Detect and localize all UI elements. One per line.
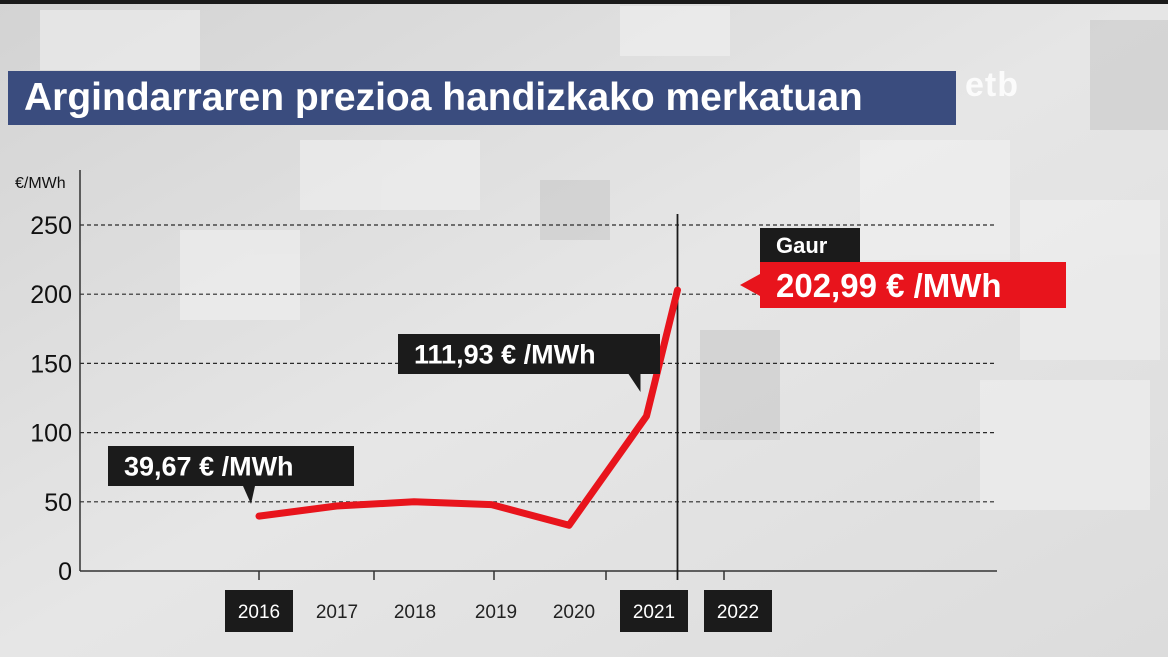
callout-box: [760, 262, 1066, 308]
x-label-highlight-2022: [704, 590, 772, 632]
callout-label: Gaur: [776, 233, 828, 258]
callout-pointer: [628, 374, 641, 392]
series-line-layer: [255, 286, 681, 529]
x-tick-label-2018: 2018: [394, 602, 436, 623]
x-tick-label-2017: 2017: [316, 602, 358, 623]
x-tick-label-2016: 2016: [238, 602, 280, 623]
y-tick-label: 150: [30, 350, 72, 378]
callout-label: 39,67 € /MWh: [124, 452, 294, 482]
callout-label: 111,93 € /MWh: [414, 340, 596, 370]
y-tick-label: 50: [44, 489, 72, 517]
callout-pointer: [740, 274, 760, 296]
x-label-highlight-2016: [225, 590, 293, 632]
x-tick-label-2019: 2019: [475, 602, 517, 623]
y-tick-label: 100: [30, 420, 72, 448]
y-tick-label: 0: [58, 558, 72, 586]
callout-pointer: [243, 486, 255, 504]
x-tick-label-2021: 2021: [633, 602, 675, 623]
callout-box: [760, 228, 860, 262]
y-axis-unit-label: €/MWh: [15, 175, 66, 192]
axes: 0 50 100 150 200 250 €/MWh: [15, 170, 997, 586]
series-line-0: [255, 286, 681, 529]
callout-label: 202,99 € /MWh: [776, 267, 1002, 304]
callout-box: [108, 446, 354, 486]
chart-title: Argindarraren prezioa handizkako merkatu…: [8, 71, 956, 125]
y-tick-label: 200: [30, 281, 72, 309]
callout-dark-small-2: Gaur: [760, 228, 860, 262]
y-tick-label: 250: [30, 212, 72, 240]
callout-dark-0: 39,67 € /MWh: [108, 446, 354, 504]
etb-logo: etb: [965, 66, 1019, 104]
x-label-highlight-2021: [620, 590, 688, 632]
callout-box: [398, 334, 660, 374]
callout-red-3: 202,99 € /MWh: [740, 262, 1066, 308]
callout-dark-1: 111,93 € /MWh: [398, 334, 660, 392]
x-tick-label-2020: 2020: [553, 602, 595, 623]
x-tick-label-2022: 2022: [717, 602, 759, 623]
x-axis-labels: 2016 2017 2018 2019 2020 2021 2022: [225, 590, 772, 632]
annotations: 39,67 € /MWh 111,93 € /MWh Gaur 202,99 € /M…: [108, 228, 1066, 504]
